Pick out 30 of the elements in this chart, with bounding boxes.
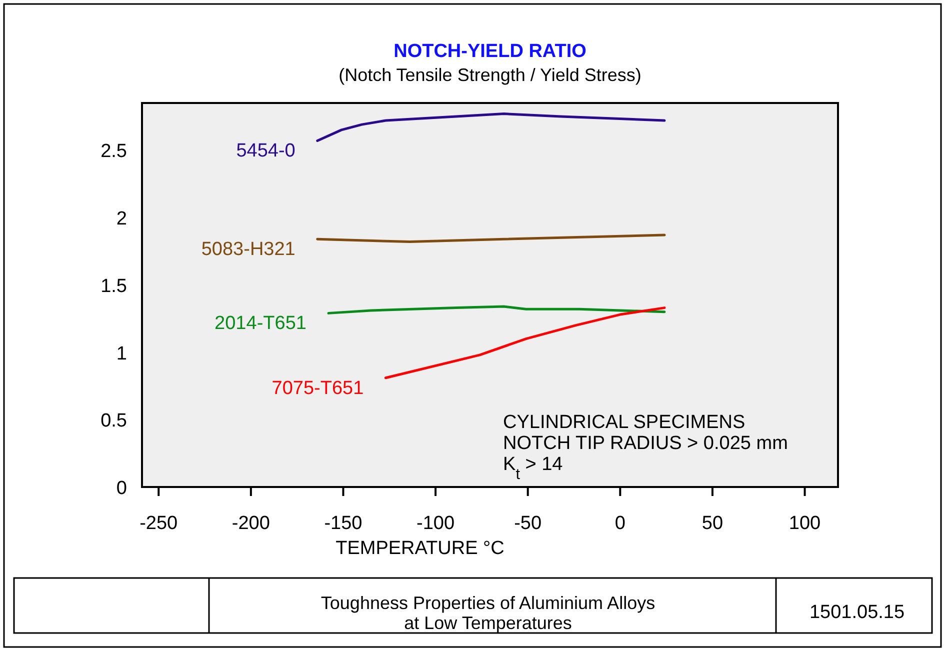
y-tick-label: 1.5: [100, 276, 127, 297]
x-tick-label: -100: [416, 513, 455, 534]
chart-subtitle: (Notch Tensile Strength / Yield Stress): [338, 65, 642, 85]
x-tick-label: 0: [614, 513, 626, 534]
chart-title: NOTCH-YIELD RATIO: [394, 41, 586, 62]
series-label: 2014-T651: [214, 313, 306, 334]
line-series: [316, 112, 666, 142]
x-tick-label: -50: [514, 513, 542, 534]
text: Toughness Properties of Aluminium Alloys: [320, 593, 656, 613]
x-tick-label: 50: [702, 513, 724, 534]
x-tick-label: 100: [788, 513, 821, 534]
y-tick-label: 0: [116, 478, 127, 499]
y-tick-label: 2: [116, 208, 127, 230]
x-axis-title: TEMPERATURE °C: [336, 538, 504, 559]
text: at Low Temperatures: [404, 613, 572, 633]
y-tick-label: 2.5: [100, 141, 127, 162]
y-tick-label: 1: [116, 343, 127, 364]
annotation: NOTCH TIP RADIUS > 0.025 mm: [503, 433, 788, 454]
line-series: [384, 306, 666, 380]
series-label: 5454-0: [236, 140, 296, 162]
y-tick-label: 0.5: [100, 410, 127, 432]
text: 1501.05.15: [809, 602, 905, 623]
annotation: CYLINDRICAL SPECIMENS: [503, 412, 746, 433]
annotation: K$_{t}$ > 14: [503, 454, 564, 482]
x-tick-label: -200: [232, 513, 270, 534]
line-series: [327, 305, 666, 314]
x-tick-label: -150: [324, 513, 362, 534]
series-label: 7075-T651: [272, 378, 364, 399]
series-label: 5083-H321: [201, 239, 296, 260]
x-tick-label: -250: [140, 513, 178, 534]
